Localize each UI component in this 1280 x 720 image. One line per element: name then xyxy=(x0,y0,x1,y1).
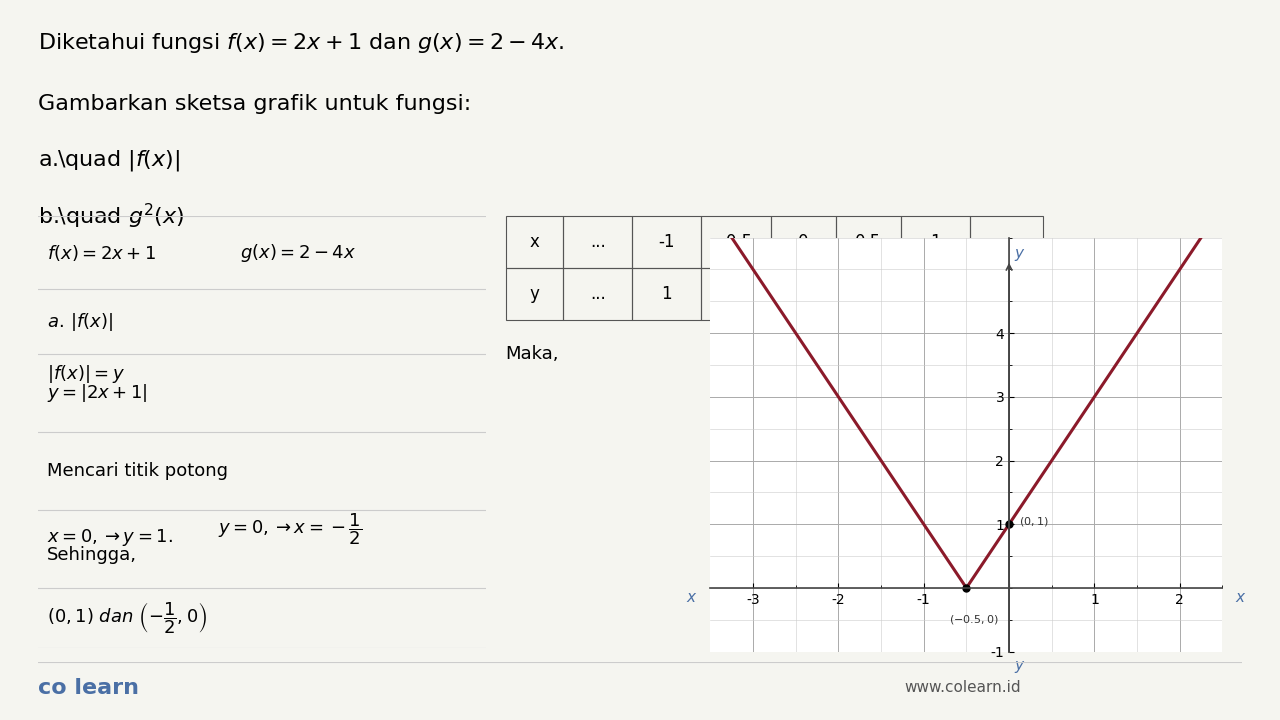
Text: $g(x) = 2 - 4x$: $g(x) = 2 - 4x$ xyxy=(241,242,356,264)
Text: $x$: $x$ xyxy=(1235,590,1247,605)
Bar xyxy=(901,268,970,320)
Bar xyxy=(632,216,701,268)
Text: b.\quad $g^2(x)$: b.\quad $g^2(x)$ xyxy=(38,202,184,231)
Bar xyxy=(836,216,901,268)
Text: 3: 3 xyxy=(931,285,941,303)
Text: www.colearn.id: www.colearn.id xyxy=(905,680,1021,695)
Text: $a.\,|f(x)|$: $a.\,|f(x)|$ xyxy=(47,311,114,333)
Text: 0.5: 0.5 xyxy=(855,233,882,251)
Text: 1: 1 xyxy=(797,285,809,303)
Text: $y = |2x + 1|$: $y = |2x + 1|$ xyxy=(47,382,148,404)
Text: 0: 0 xyxy=(797,233,809,251)
Text: ...: ... xyxy=(590,233,605,251)
Text: $f(x) = 2x + 1$: $f(x) = 2x + 1$ xyxy=(47,243,156,263)
Text: Mencari titik potong: Mencari titik potong xyxy=(47,462,228,480)
Bar xyxy=(701,216,771,268)
Text: $|f(x)| = y$: $|f(x)| = y$ xyxy=(47,363,125,384)
Text: ...: ... xyxy=(998,233,1015,251)
Bar xyxy=(563,216,632,268)
Text: x: x xyxy=(530,233,539,251)
Text: $(0,1)$ $\mathit{dan}$ $\left(-\dfrac{1}{2}, 0\right)$: $(0,1)$ $\mathit{dan}$ $\left(-\dfrac{1}… xyxy=(47,600,207,636)
Bar xyxy=(836,268,901,320)
Text: Diketahui fungsi $f(x) = 2x + 1$ dan $g(x) = 2 - 4x$.: Diketahui fungsi $f(x) = 2x + 1$ dan $g(… xyxy=(38,30,564,55)
Text: Sehingga,: Sehingga, xyxy=(47,546,137,564)
Text: $y = 0, \rightarrow x = -\dfrac{1}{2}$: $y = 0, \rightarrow x = -\dfrac{1}{2}$ xyxy=(218,511,362,547)
Text: $y$: $y$ xyxy=(1014,660,1025,675)
Bar xyxy=(901,216,970,268)
Text: $(-0.5, 0)$: $(-0.5, 0)$ xyxy=(950,613,998,626)
Text: $x = 0, \rightarrow y = 1.$: $x = 0, \rightarrow y = 1.$ xyxy=(47,527,173,549)
Text: ...: ... xyxy=(590,285,605,303)
Text: a.\quad $|f(x)|$: a.\quad $|f(x)|$ xyxy=(38,148,180,173)
Bar xyxy=(506,268,563,320)
Bar xyxy=(632,268,701,320)
Text: $(0, 1)$: $(0, 1)$ xyxy=(1019,515,1048,528)
Bar xyxy=(563,268,632,320)
Text: 1: 1 xyxy=(662,285,672,303)
Bar xyxy=(970,268,1043,320)
Bar xyxy=(506,216,563,268)
Text: -0.5: -0.5 xyxy=(719,233,753,251)
Text: co learn: co learn xyxy=(38,678,140,698)
Bar xyxy=(771,216,836,268)
Text: Maka,: Maka, xyxy=(506,346,559,363)
Bar xyxy=(771,268,836,320)
Text: ...: ... xyxy=(998,285,1015,303)
Text: Gambarkan sketsa grafik untuk fungsi:: Gambarkan sketsa grafik untuk fungsi: xyxy=(38,94,471,114)
Text: -1: -1 xyxy=(659,233,675,251)
Text: 2: 2 xyxy=(863,285,874,303)
Bar xyxy=(701,268,771,320)
Text: 0: 0 xyxy=(731,285,741,303)
Text: 1: 1 xyxy=(931,233,941,251)
Text: $y$: $y$ xyxy=(1014,247,1025,263)
Text: y: y xyxy=(530,285,539,303)
Text: $x$: $x$ xyxy=(686,590,698,605)
Bar xyxy=(970,216,1043,268)
